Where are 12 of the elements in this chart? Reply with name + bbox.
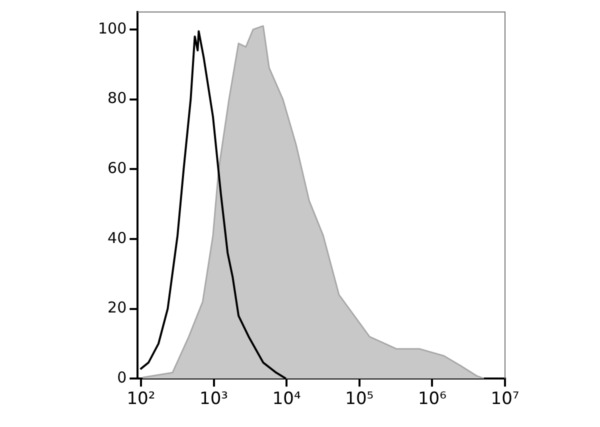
y-tick-label: 40 — [108, 228, 127, 247]
y-tick-label: 60 — [108, 159, 127, 178]
y-tick-label: 20 — [108, 298, 127, 317]
y-tick-label: 100 — [98, 19, 127, 38]
x-tick-label: 10⁷ — [490, 389, 520, 410]
x-tick-label: 10⁵ — [345, 389, 374, 410]
y-tick-label: 80 — [108, 89, 127, 108]
x-tick-label: 10³ — [200, 389, 228, 410]
x-tick-label: 10² — [126, 389, 156, 410]
x-tick-label: 10⁶ — [418, 389, 447, 410]
y-tick-label: 0 — [117, 368, 127, 386]
x-tick-label: 10⁴ — [272, 389, 301, 410]
